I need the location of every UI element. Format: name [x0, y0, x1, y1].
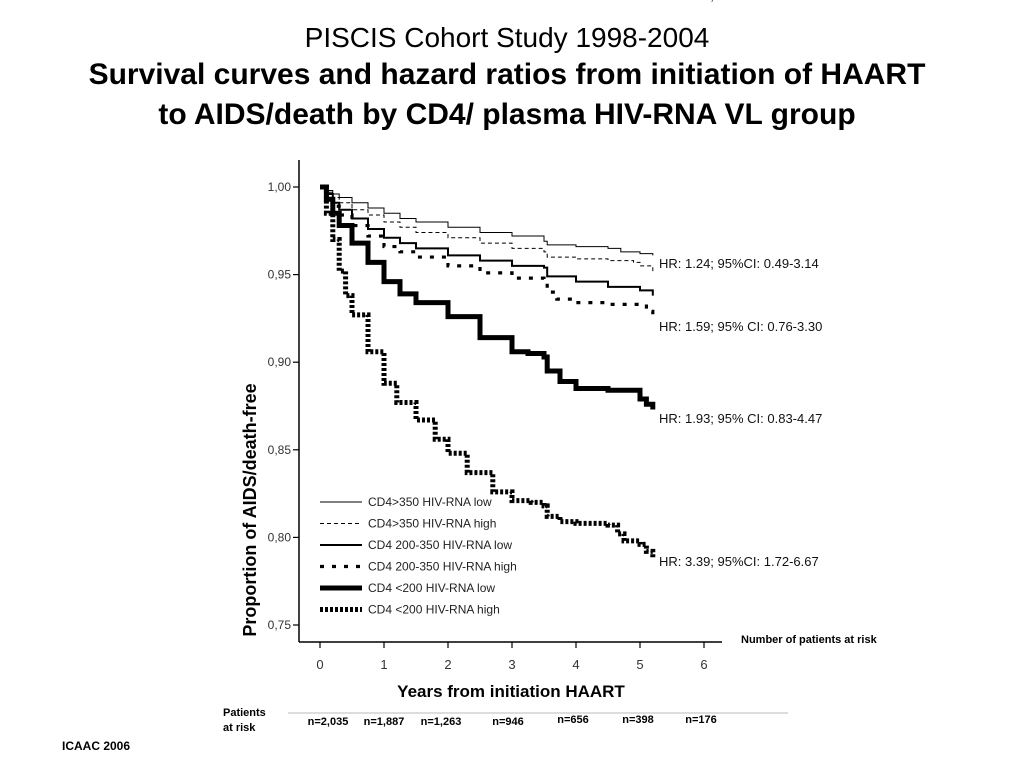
at-risk-value: n=176: [685, 714, 717, 726]
hr-label: HR: 3.39; 95%CI: 1.72-6.67: [659, 554, 819, 569]
page-subtitle-line2: to AIDS/death by CD4/ plasma HIV-RNA VL …: [158, 98, 856, 131]
at-risk-value: n=656: [557, 714, 589, 726]
at-risk-value: n=1,263: [421, 716, 462, 728]
legend-label: CD4>350 HIV-RNA low: [368, 495, 492, 509]
hr-label: HR: 1.24; 95%CI: 0.49-3.14: [659, 256, 819, 271]
at-risk-value: n=946: [492, 716, 524, 728]
y-axis-label: Proportion of AIDS/death-free: [240, 383, 260, 636]
chart-legend: CD4>350 HIV-RNA low CD4>350 HIV-RNA high C…: [320, 495, 517, 617]
hazard-ratio-labels: HR: 1.24; 95%CI: 0.49-3.14 HR: 1.59; 95% …: [659, 0, 830, 569]
y-tick-label: 0,95: [268, 268, 292, 282]
series-line-cd4-200-hiv-rna-low: [320, 184, 656, 410]
at-risk-header: Number of patients at risk: [741, 634, 878, 646]
chart-axes: 1,00 0,95 0,90 0,85 0,80 0,75 0 1 2 3 4 5 6 Years fro…: [240, 160, 722, 701]
legend-label: CD4>350 HIV-RNA high: [368, 517, 496, 531]
x-tick-label: 3: [508, 657, 515, 672]
x-tick-label: 0: [316, 657, 323, 672]
x-tick-label: 4: [572, 657, 579, 672]
y-tick-label: 0,75: [268, 618, 292, 632]
page-title: PISCIS Cohort Study 1998-2004: [304, 22, 710, 53]
legend-label: CD4 <200 HIV-RNA low: [368, 581, 495, 595]
series-line-cd4-200-hiv-rna-high: [320, 184, 656, 559]
legend-label: CD4 200-350 HIV-RNA high: [368, 560, 517, 574]
at-risk-table: Number of patients at risk Patients at ris…: [223, 634, 878, 734]
at-risk-value: n=2,035: [308, 716, 349, 728]
y-tick-label: 0,85: [268, 443, 292, 457]
x-tick-label: 5: [636, 657, 643, 672]
conference-footer: ICAAC 2006: [62, 739, 131, 753]
page-subtitle-line1: Survival curves and hazard ratios from i…: [88, 58, 926, 91]
series-line-cd4-350-hiv-rna-high: [320, 186, 654, 272]
at-risk-value: n=1,887: [364, 716, 405, 728]
at-risk-value: n=398: [622, 714, 654, 726]
at-risk-row-label-line1: Patients: [223, 707, 266, 719]
at-risk-row-label-line2: at risk: [223, 722, 256, 734]
legend-label: CD4 200-350 HIV-RNA low: [368, 538, 512, 552]
y-tick-label: 1,00: [268, 180, 292, 194]
x-tick-label: 1: [380, 657, 387, 672]
hr-label: HR: 1.93; 95% CI: 0.83-4.47: [659, 411, 822, 426]
x-tick-label: 6: [700, 657, 707, 672]
hr-label: HR: 1.59; 95% CI: 0.76-3.30: [659, 319, 822, 334]
series-line-cd4-200-350-hiv-rna-high: [320, 185, 655, 317]
series-layer: [320, 184, 656, 559]
legend-label: CD4 <200 HIV-RNA high: [368, 603, 500, 617]
y-tick-label: 0,90: [268, 355, 292, 369]
y-tick-label: 0,80: [268, 530, 292, 544]
hr-label: HR: 5.88; 95% CI: 3.17-10.91: [659, 0, 830, 3]
x-axis-label: Years from initiation HAART: [397, 682, 625, 701]
x-tick-label: 2: [444, 657, 451, 672]
